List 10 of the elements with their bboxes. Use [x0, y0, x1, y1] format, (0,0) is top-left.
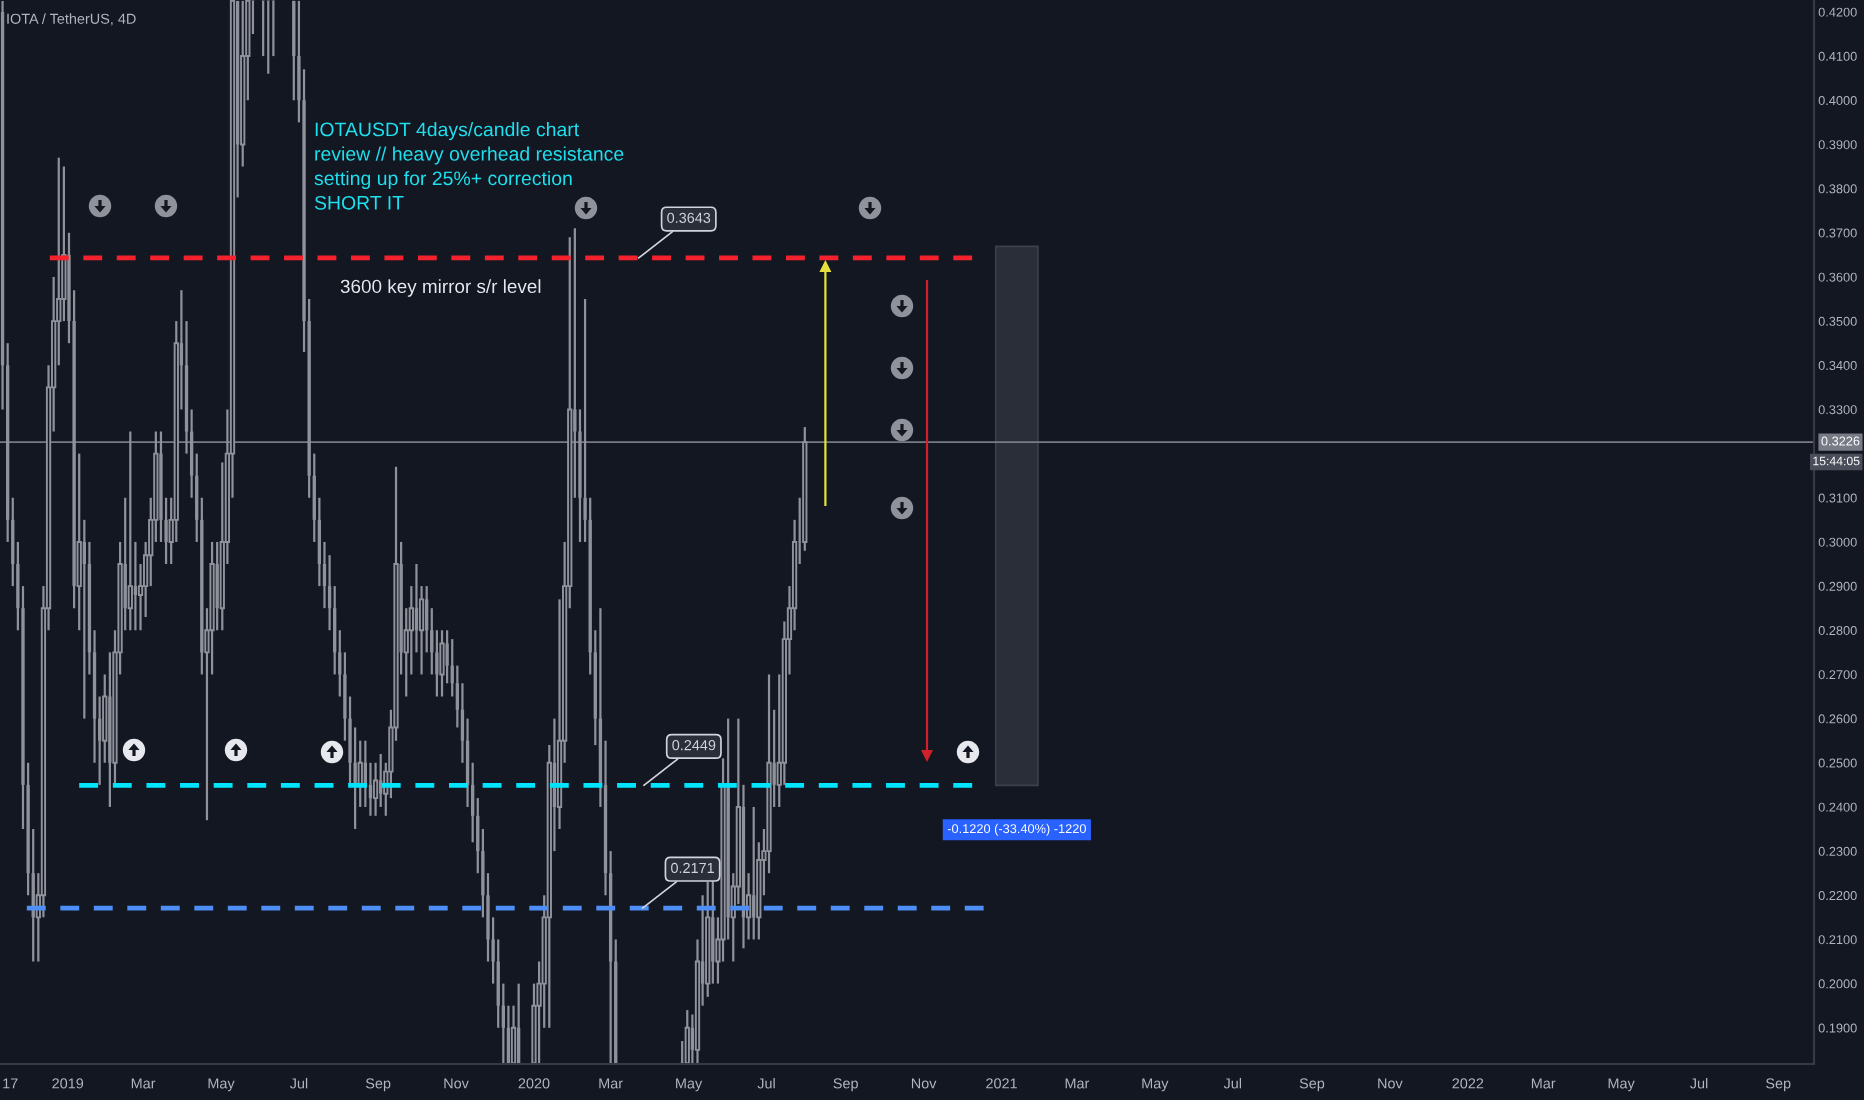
annotation: 3600 key mirror s/r level	[340, 279, 541, 297]
candlestick	[127, 430, 133, 632]
candlestick	[266, 0, 270, 75]
candlestick	[684, 1009, 690, 1064]
candlestick	[372, 761, 379, 817]
annotation: IOTAUSDT 4days/candle chart review // heavy overhead resistance setting up for 25%+ correction SHORT IT	[314, 122, 624, 210]
candlestick	[439, 629, 445, 698]
candlestick	[379, 752, 383, 809]
candlestick	[752, 805, 756, 941]
candlestick	[516, 982, 521, 1064]
